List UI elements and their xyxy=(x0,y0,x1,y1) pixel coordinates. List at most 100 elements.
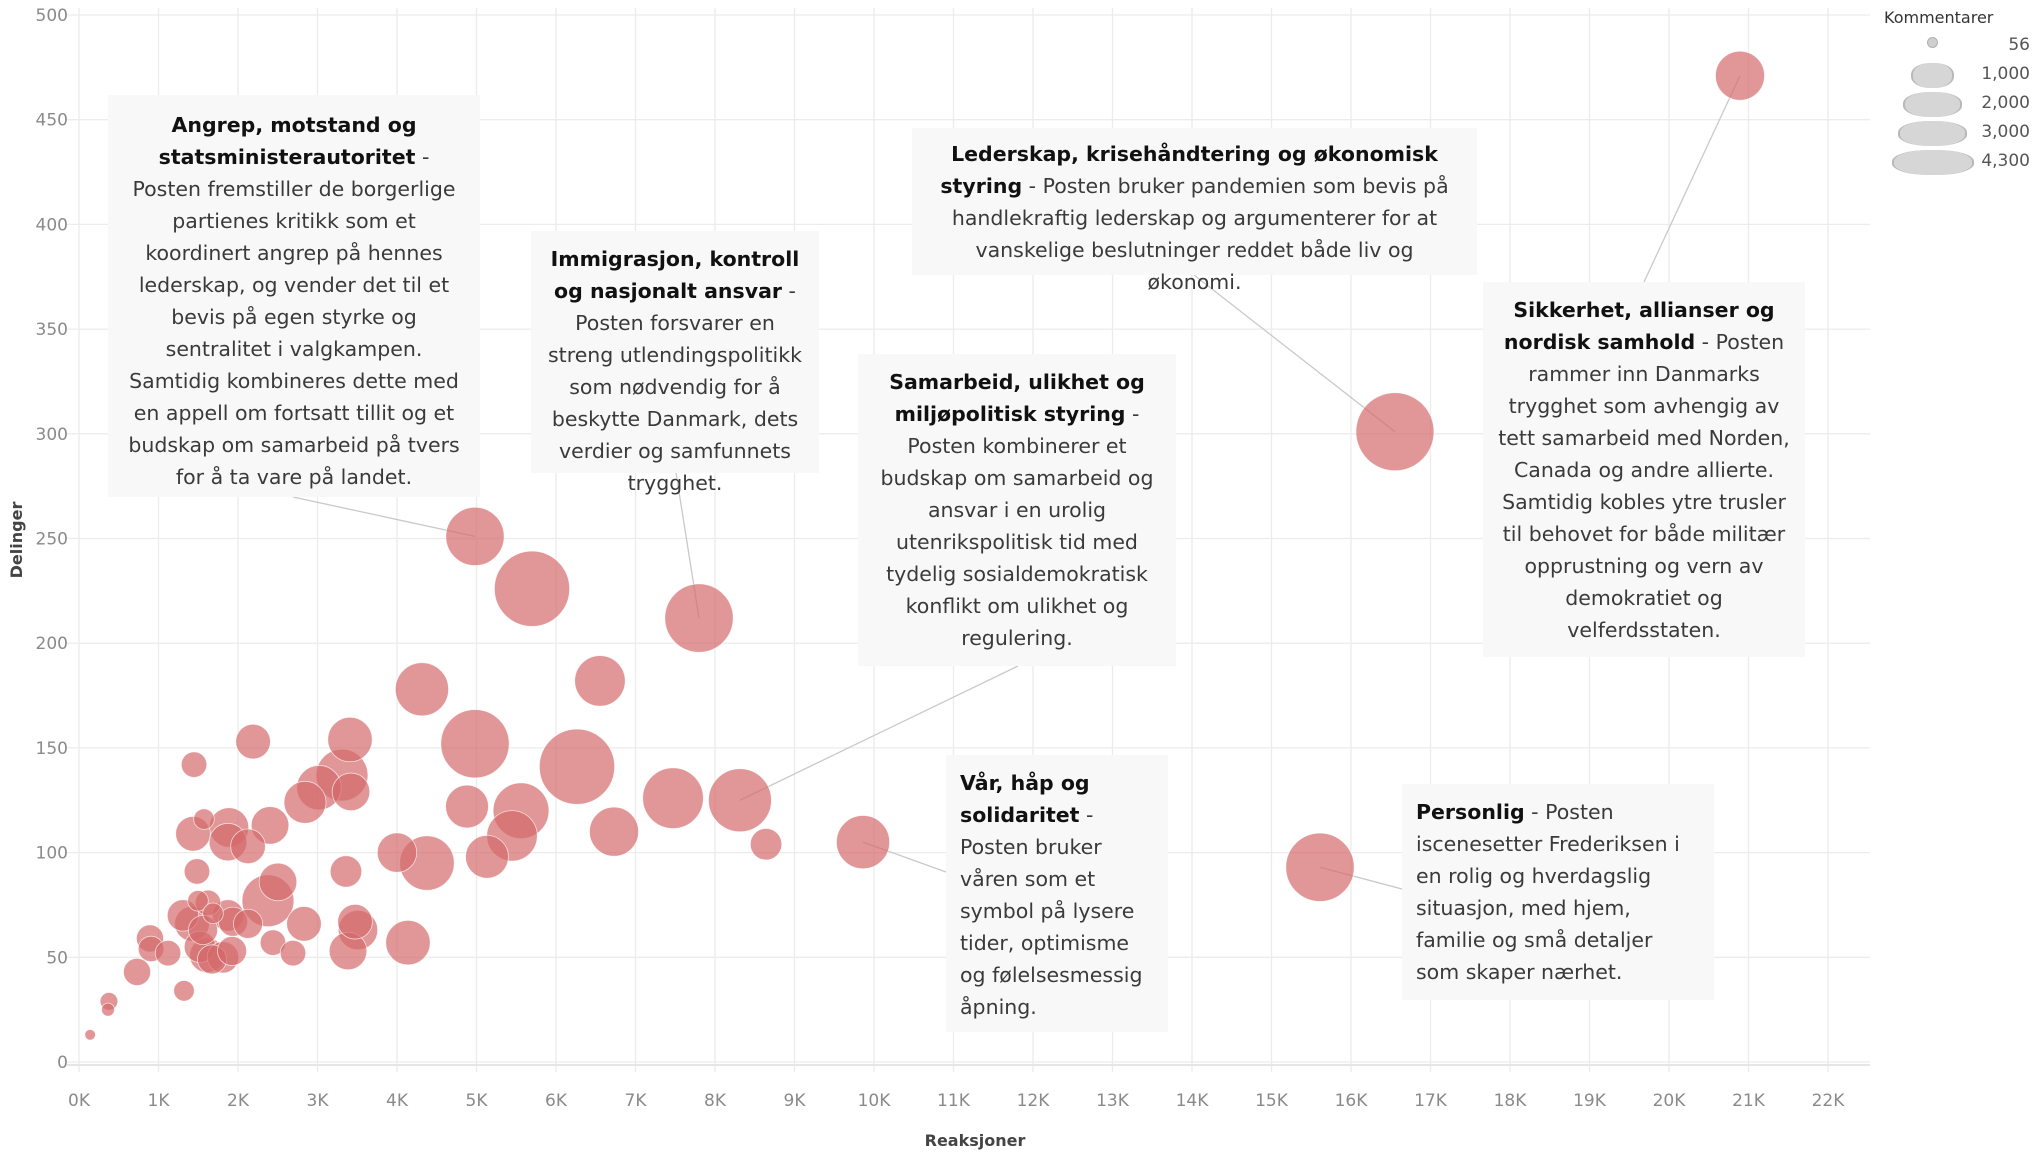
legend-label: 1,000 xyxy=(1981,64,2030,84)
annotation-text: - Posten fremstiller de borgerlige parti… xyxy=(128,145,460,489)
bubble-point xyxy=(664,583,734,653)
annotation-title: Angrep, motstand og statsministerautorit… xyxy=(158,113,417,169)
bubble-point xyxy=(235,723,271,760)
bubble-point xyxy=(493,550,571,627)
legend-label: 3,000 xyxy=(1981,122,2030,142)
x-tick-label: 11K xyxy=(937,1091,971,1111)
x-tick-label: 19K xyxy=(1573,1091,1607,1111)
y-tick-label: 50 xyxy=(46,948,68,968)
annotation-connector xyxy=(1193,274,1396,433)
x-tick-label: 10K xyxy=(858,1091,892,1111)
bubbles xyxy=(84,50,1765,1041)
annotation-vaar: Vår, håp og solidaritet - Posten bruker … xyxy=(946,755,1168,1032)
x-tick-label: 14K xyxy=(1176,1091,1210,1111)
annotation-text: - Posten bruker våren som et symbol på l… xyxy=(960,803,1143,1019)
bubble-point xyxy=(376,832,418,873)
legend-label: 56 xyxy=(2008,35,2030,55)
legend-title: Kommentarer xyxy=(1884,8,1994,27)
annotation-samarbeid: Samarbeid, ulikhet og miljøpolitisk styr… xyxy=(858,354,1176,666)
y-tick-label: 250 xyxy=(36,530,68,550)
bubble-point xyxy=(1355,392,1435,472)
x-tick-label: 8K xyxy=(704,1091,727,1111)
x-tick-label: 0K xyxy=(68,1091,91,1111)
y-tick-label: 200 xyxy=(36,634,68,654)
bubble-point xyxy=(331,772,371,812)
legend-size-marker xyxy=(1911,63,1954,88)
legend-size-marker xyxy=(1898,121,1967,146)
annotation-lederskap: Lederskap, krisehåndtering og økonomisk … xyxy=(912,128,1477,294)
bubble-point xyxy=(180,751,208,778)
bubble-point xyxy=(836,815,891,870)
bubble-point xyxy=(589,806,639,857)
annotation-text: - Posten bruker pandemien som bevis på h… xyxy=(951,174,1449,294)
x-tick-label: 22K xyxy=(1812,1091,1846,1111)
x-tick-label: 21K xyxy=(1732,1091,1766,1111)
x-tick-label: 16K xyxy=(1335,1091,1369,1111)
annotation-title: Lederskap, krisehåndtering og økonomisk … xyxy=(940,142,1438,198)
legend-entry: 4,300 xyxy=(1884,147,2034,176)
legend-entry: 56 xyxy=(1884,31,2034,60)
x-tick-label: 2K xyxy=(227,1091,250,1111)
bubble-point xyxy=(574,655,626,707)
bubble-point xyxy=(258,862,298,902)
annotation-text: - Posten iscenesetter Frederiksen i en r… xyxy=(1416,800,1680,984)
x-tick-label: 20K xyxy=(1653,1091,1687,1111)
annotation-text: - Posten forsvarer en streng utlendingsp… xyxy=(548,279,802,495)
bubble-point xyxy=(465,834,509,879)
annotation-text: - Posten kombinerer et budskap om samarb… xyxy=(880,402,1154,650)
bubble-point xyxy=(173,980,195,1002)
axis-ticks: 0K 1K 2K 3K 4K 5K 6K 7K 8K 9K 10K 11K 12K 13K 14K 15K 16… xyxy=(36,6,1846,1111)
legend-label: 4,300 xyxy=(1981,151,2030,171)
bubble-point xyxy=(187,890,209,912)
x-tick-label: 1K xyxy=(148,1091,171,1111)
y-tick-label: 0 xyxy=(57,1053,68,1073)
bubble-point xyxy=(642,767,704,829)
bubble-point xyxy=(123,957,151,986)
bubble-point xyxy=(217,936,248,966)
legend-entry: 3,000 xyxy=(1884,118,2034,147)
x-tick-label: 6K xyxy=(545,1091,568,1111)
x-tick-label: 13K xyxy=(1096,1091,1130,1111)
bubble-point xyxy=(202,902,224,925)
y-tick-label: 350 xyxy=(36,320,68,340)
bubble-point xyxy=(1715,50,1765,101)
bubble-point xyxy=(538,728,616,805)
annotation-title: Vår, håp og solidaritet xyxy=(960,771,1090,827)
y-tick-label: 150 xyxy=(36,739,68,759)
x-tick-label: 5K xyxy=(466,1091,489,1111)
bubble-point xyxy=(337,903,373,940)
bubble-point xyxy=(84,1029,96,1041)
bubble-point xyxy=(445,784,489,829)
legend-size-marker xyxy=(1903,92,1962,117)
bubble-point xyxy=(385,919,431,966)
x-tick-label: 18K xyxy=(1494,1091,1528,1111)
annotation-text: - Posten rammer inn Danmarks trygghet so… xyxy=(1498,330,1790,642)
annotation-angrep: Angrep, motstand og statsministerautorit… xyxy=(108,95,480,497)
y-tick-label: 100 xyxy=(36,844,68,864)
y-tick-label: 400 xyxy=(36,215,68,235)
y-tick-label: 450 xyxy=(36,111,68,131)
x-tick-label: 4K xyxy=(386,1091,409,1111)
bubble-point xyxy=(445,506,505,566)
bubble-point xyxy=(708,768,772,833)
annotation-title: Immigrasjon, kontroll og nasjonalt ansva… xyxy=(550,247,800,303)
bubble-point xyxy=(154,939,182,967)
annotation-immigrasjon: Immigrasjon, kontroll og nasjonalt ansva… xyxy=(531,231,819,495)
x-tick-label: 17K xyxy=(1414,1091,1448,1111)
legend-size-marker xyxy=(1892,150,1974,175)
x-tick-label: 9K xyxy=(784,1091,807,1111)
bubble-point xyxy=(1285,832,1355,902)
y-tick-label: 300 xyxy=(36,425,68,445)
size-legend: Kommentarer 56 1,000 2,000 3,000 4,300 xyxy=(1884,8,2034,176)
x-tick-label: 12K xyxy=(1017,1091,1051,1111)
annotation-sikkerhet: Sikkerhet, allianser og nordisk samhold … xyxy=(1483,282,1805,657)
bubble-point xyxy=(394,662,449,717)
annotation-connector xyxy=(1643,75,1741,283)
bubble-point xyxy=(101,1002,115,1017)
bubble-point xyxy=(749,828,783,861)
legend-entry: 2,000 xyxy=(1884,89,2034,118)
bubble-point xyxy=(193,808,215,830)
legend-size-marker xyxy=(1927,37,1938,48)
annotation-title: Sikkerhet, allianser og nordisk samhold xyxy=(1503,298,1775,354)
x-axis-title: Reaksjoner xyxy=(925,1131,1026,1150)
